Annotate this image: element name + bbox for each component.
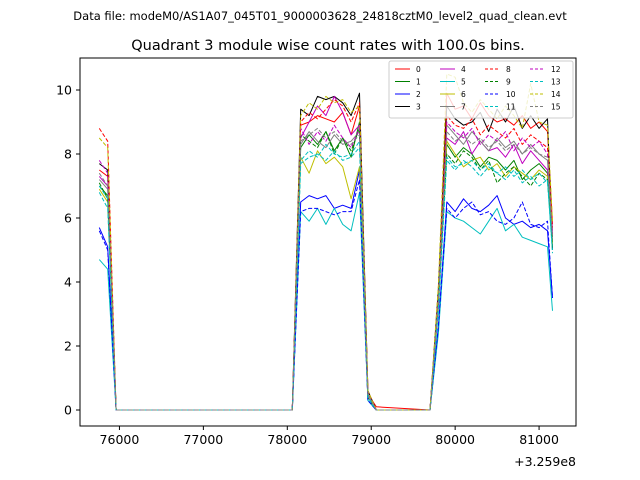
legend-label-11: 11 — [506, 103, 516, 112]
figure-suptitle: Data file: modeM0/AS1A07_045T01_90000036… — [73, 9, 567, 23]
x-axis: 76000 77000 78000 79000 80000 81000 — [100, 426, 559, 447]
legend-label-7: 7 — [461, 103, 466, 112]
chart-title: Quadrant 3 module wise count rates with … — [131, 38, 525, 54]
legend-label-13: 13 — [551, 78, 561, 87]
series-line-4 — [98, 95, 553, 411]
series-line-6 — [98, 140, 553, 411]
legend-label-4: 4 — [461, 65, 466, 74]
legend-label-6: 6 — [461, 90, 466, 99]
y-tick-label: 0 — [64, 403, 72, 418]
axes-frame — [79, 57, 577, 427]
x-tick-label: 76000 — [100, 432, 140, 447]
series-line-1 — [98, 121, 553, 411]
legend-label-12: 12 — [551, 65, 561, 74]
x-tick-label: 80000 — [435, 432, 475, 447]
series-line-14 — [98, 73, 553, 411]
legend-label-3: 3 — [416, 103, 421, 112]
legend-label-9: 9 — [506, 78, 511, 87]
x-offset-label: +3.259e8 — [514, 454, 576, 469]
legend-box — [388, 60, 574, 119]
y-tick-label: 10 — [56, 83, 72, 98]
legend-label-10: 10 — [506, 90, 516, 99]
series-line-13 — [98, 147, 553, 411]
series-line-15 — [98, 127, 553, 411]
y-tick-label: 6 — [64, 211, 72, 226]
legend-label-8: 8 — [506, 65, 511, 74]
series-line-11 — [98, 140, 553, 411]
y-tick-label: 8 — [64, 147, 72, 162]
series-line-2 — [98, 169, 553, 411]
series-line-9 — [98, 127, 553, 411]
y-tick-label: 4 — [64, 275, 72, 290]
series-line-7 — [98, 124, 553, 411]
legend-label-5: 5 — [461, 78, 466, 87]
legend-label-0: 0 — [416, 65, 421, 74]
y-tick-label: 2 — [64, 339, 72, 354]
plot-lines — [98, 73, 553, 411]
x-tick-label: 78000 — [267, 432, 307, 447]
legend-label-15: 15 — [551, 103, 561, 112]
series-line-10 — [98, 179, 553, 411]
x-tick-label: 77000 — [183, 432, 223, 447]
series-line-5 — [98, 191, 553, 411]
legend-label-14: 14 — [551, 90, 561, 99]
series-line-12 — [98, 121, 553, 411]
x-tick-label: 81000 — [519, 432, 559, 447]
legend-label-1: 1 — [416, 78, 421, 87]
legend-label-2: 2 — [416, 90, 421, 99]
y-axis: 0 2 4 6 8 10 — [56, 83, 80, 418]
x-tick-label: 79000 — [351, 432, 391, 447]
